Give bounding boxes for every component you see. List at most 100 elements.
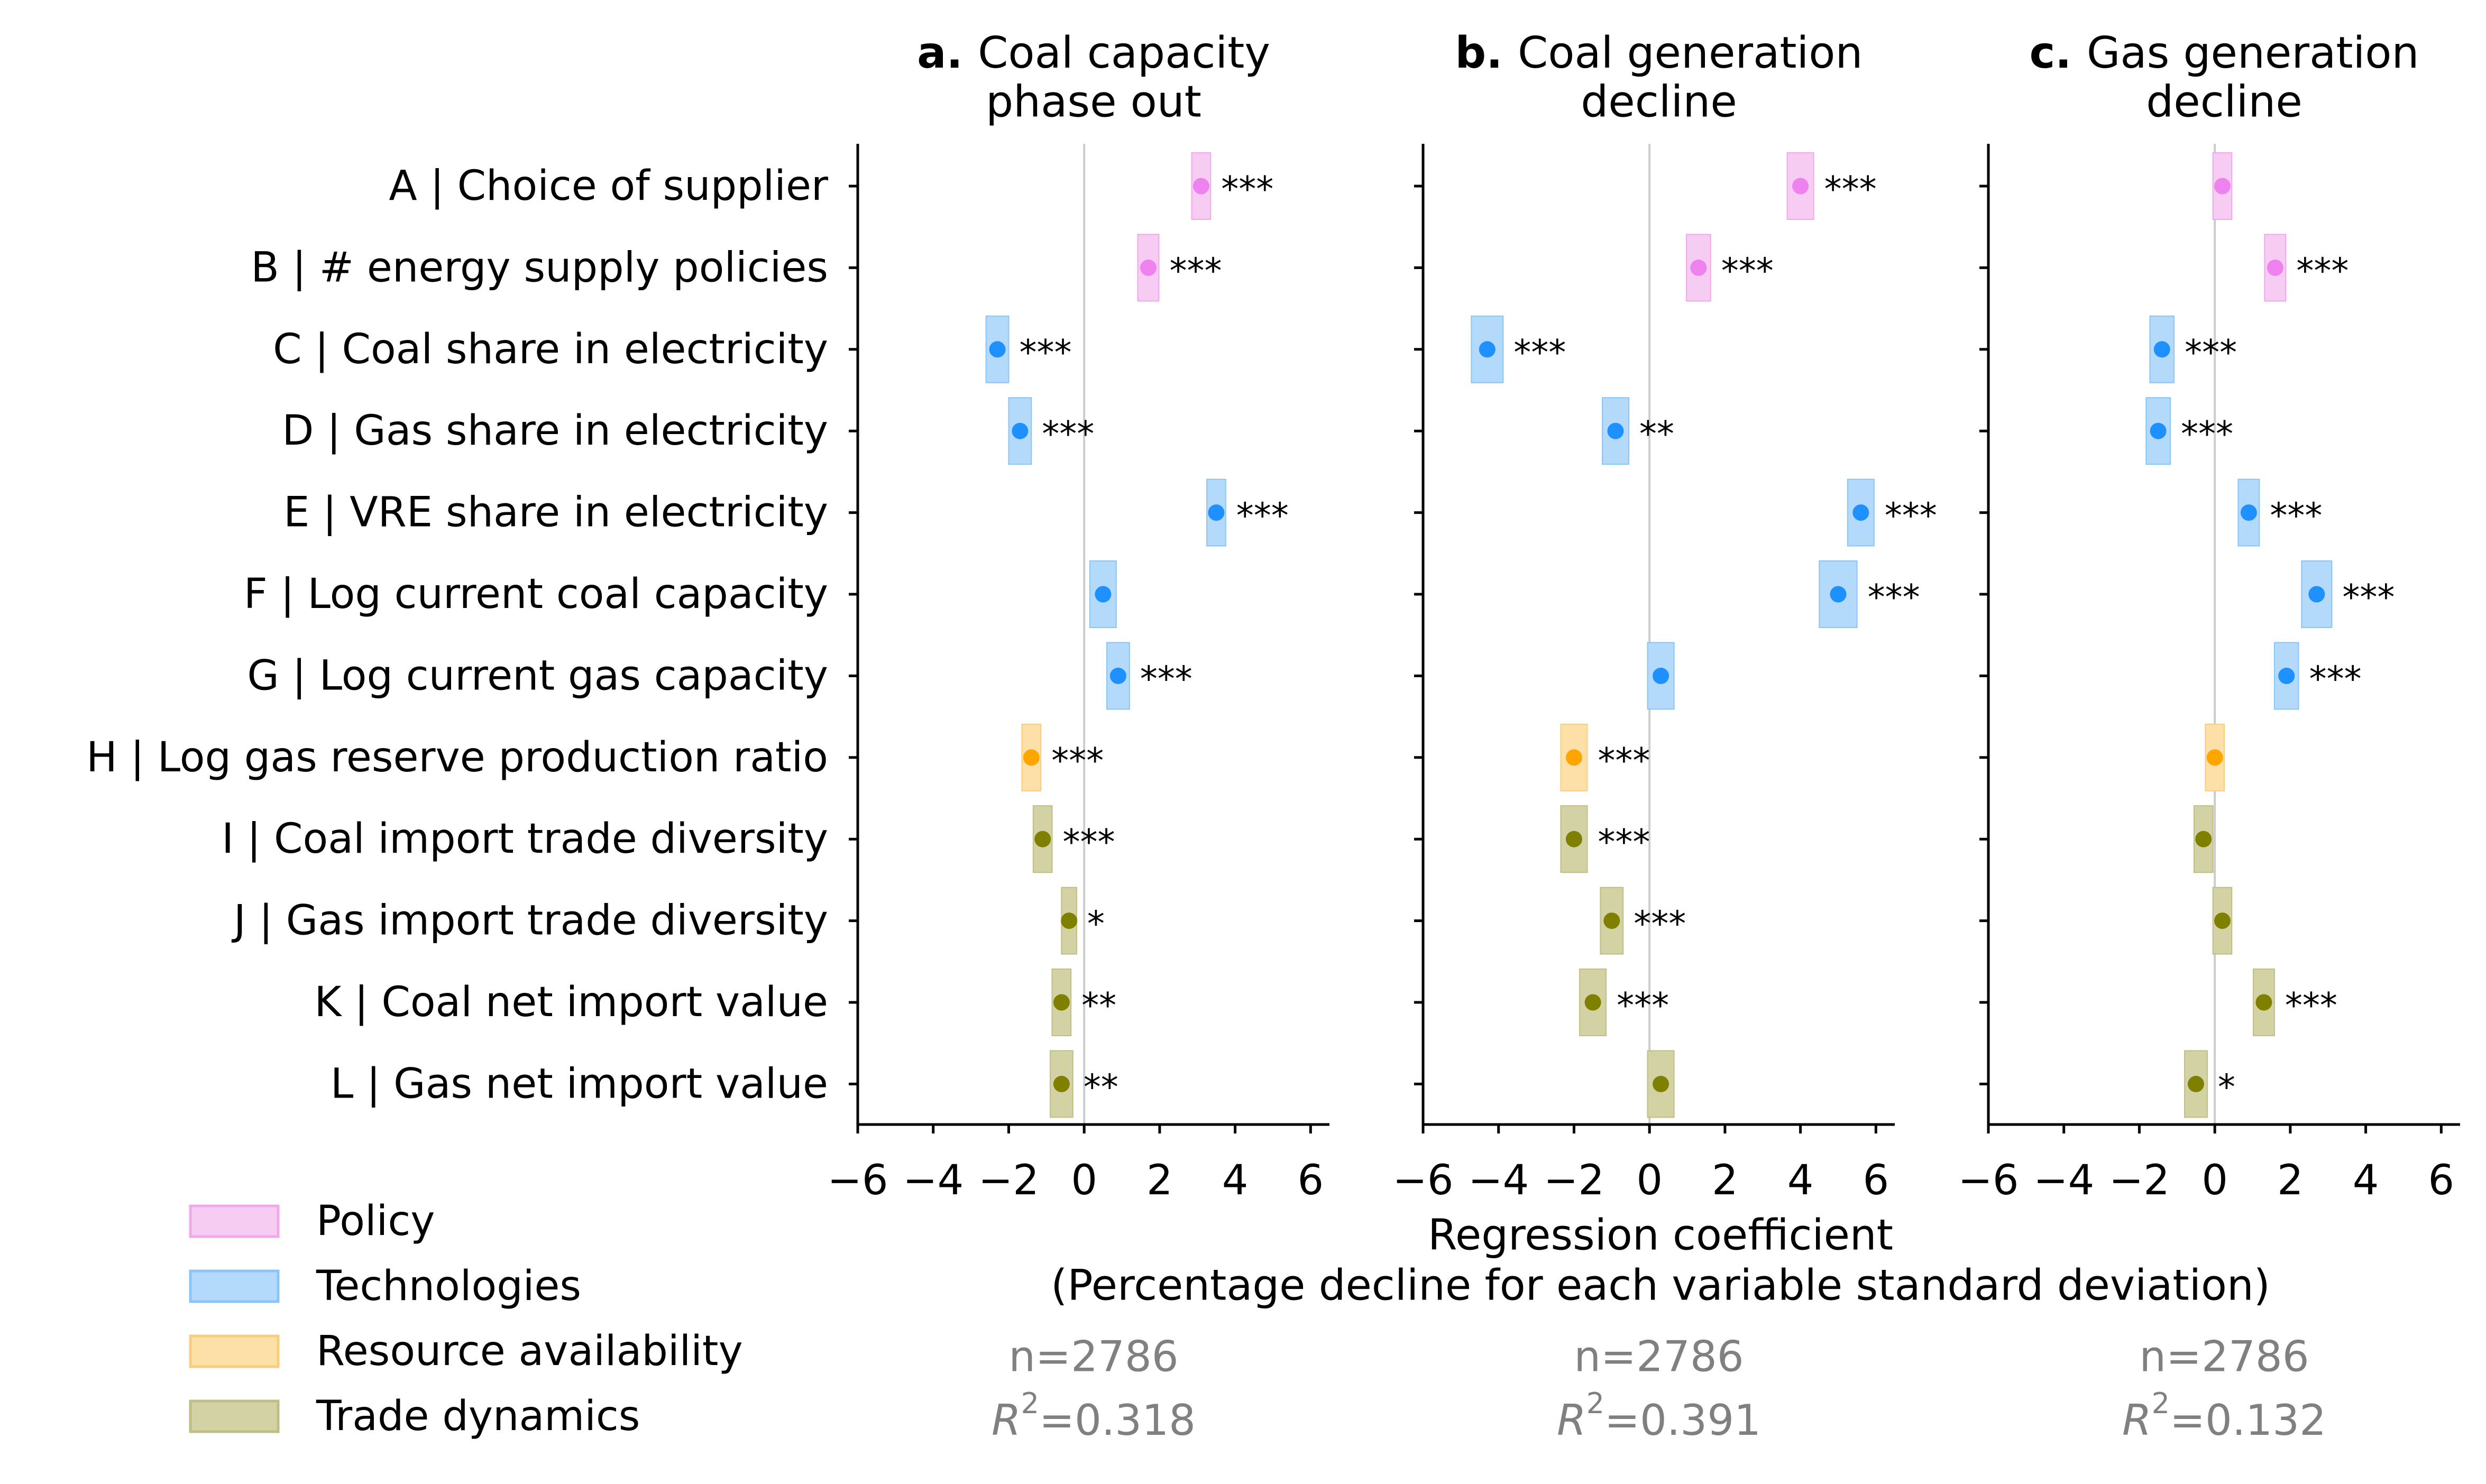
coef-point (2153, 341, 2170, 358)
coef-point (1603, 912, 1620, 929)
significance-stars: *** (2342, 577, 2395, 618)
x-axis-label: Regression coefficient (1428, 1211, 1893, 1260)
coef-point (1565, 749, 1582, 766)
coef-point (1852, 504, 1869, 521)
x-tick-label: −6 (1393, 1157, 1454, 1204)
coef-point (2214, 912, 2231, 929)
x-tick-label: −6 (1958, 1157, 2019, 1204)
significance-stars: * (2218, 1067, 2235, 1108)
r-symbol: R (2122, 1396, 2152, 1445)
legend-swatch (189, 1269, 280, 1303)
coef-point (2214, 178, 2231, 195)
significance-stars: *** (1617, 985, 1669, 1026)
significance-stars: ** (1084, 1067, 1118, 1108)
panel-title-line2: decline (2146, 77, 2302, 127)
coef-point (2308, 586, 2325, 603)
ci-box (1579, 969, 1607, 1036)
significance-stars: *** (1236, 495, 1289, 536)
x-tick-label: −4 (1468, 1157, 1529, 1204)
significance-stars: *** (1063, 822, 1115, 863)
y-tick-label: E | VRE share in electricity (283, 489, 828, 537)
y-tick-label: H | Log gas reserve production ratio (86, 734, 828, 781)
panel-title-line1: Gas generation (2087, 28, 2419, 78)
panel-title: a. Coal capacity (917, 28, 1270, 78)
r-superscript: 2 (2152, 1387, 2170, 1420)
significance-stars: *** (1221, 169, 1273, 210)
significance-stars: *** (1019, 332, 1071, 373)
coef-point (1012, 422, 1029, 439)
y-tick-label: K | Coal net import value (314, 979, 828, 1026)
panel-marks: ***************************** (1471, 152, 1937, 1118)
x-axis-label-line2: (Percentage decline for each variable st… (1051, 1261, 2270, 1310)
x-tick-label: 0 (2201, 1157, 2228, 1204)
significance-stars: *** (1513, 332, 1566, 373)
significance-stars: *** (1051, 740, 1104, 781)
significance-stars: *** (2181, 414, 2233, 455)
significance-stars: *** (2285, 985, 2337, 1026)
sample-size: n=2786 (1008, 1332, 1178, 1381)
significance-stars: *** (1598, 740, 1650, 781)
legend: Policy Technologies Resource availability T… (189, 1197, 743, 1440)
r-symbol: R (1557, 1396, 1586, 1445)
r-value: =0.132 (2170, 1396, 2326, 1445)
r-squared: R2=0.391 (1557, 1387, 1761, 1445)
coef-point (1023, 749, 1040, 766)
coef-point (2206, 749, 2223, 766)
panel-letter: c. (2030, 28, 2087, 78)
y-tick-label: A | Choice of supplier (389, 162, 829, 210)
panel-title-line1: Coal generation (1518, 28, 1863, 78)
legend-label: Technologies (316, 1262, 581, 1310)
coef-point (1208, 504, 1225, 521)
coef-point (1830, 586, 1847, 603)
coef-point (2278, 667, 2295, 684)
significance-stars: ** (1639, 414, 1674, 455)
legend-label: Resource availability (316, 1328, 743, 1375)
panel-letter: a. (917, 28, 978, 78)
coef-point (1792, 178, 1809, 195)
x-tick-label: −2 (2109, 1157, 2170, 1204)
panel-letter: b. (1455, 28, 1518, 78)
legend-swatch (189, 1334, 280, 1368)
coef-point (2267, 259, 2283, 276)
coef-point (1053, 1075, 1070, 1092)
coef-point (1653, 1075, 1669, 1092)
coef-point (2150, 422, 2167, 439)
significance-stars: ** (1081, 985, 1116, 1026)
coef-point (1653, 667, 1669, 684)
coef-point (2195, 831, 2212, 847)
r-value: =0.318 (1039, 1396, 1196, 1445)
coef-point (1607, 422, 1624, 439)
x-tick-label: 4 (2353, 1157, 2379, 1204)
legend-label: Policy (316, 1197, 435, 1245)
coef-point (1061, 912, 1078, 929)
coef-point (1140, 259, 1157, 276)
legend-label: Trade dynamics (316, 1393, 640, 1440)
y-tick-label: J | Gas import trade diversity (231, 897, 828, 945)
sample-size: n=2786 (2139, 1332, 2309, 1381)
x-tick-label: 0 (1636, 1157, 1663, 1204)
significance-stars: *** (2296, 251, 2349, 291)
x-tick-label: 4 (1787, 1157, 1814, 1204)
significance-stars: *** (1598, 822, 1650, 863)
significance-stars: *** (1042, 414, 1094, 455)
panel-title: c. Gas generation (2030, 28, 2419, 78)
r-superscript: 2 (1586, 1387, 1604, 1420)
panel-marks: ********************** (2145, 152, 2395, 1118)
significance-stars: *** (2309, 659, 2362, 699)
r-symbol: R (992, 1396, 1021, 1445)
x-tick-label: 2 (2277, 1157, 2304, 1204)
coef-point (1690, 259, 1707, 276)
coef-point (1034, 831, 1051, 847)
y-tick-label: G | Log current gas capacity (247, 652, 828, 699)
y-tick-label: D | Gas share in electricity (282, 407, 828, 455)
y-tick-label: B | # energy supply policies (251, 244, 828, 291)
r-squared: R2=0.132 (2122, 1387, 2326, 1445)
significance-stars: *** (1868, 577, 1920, 618)
y-tick-label: I | Coal import trade diversity (222, 815, 828, 863)
significance-stars: *** (2270, 495, 2322, 536)
panel-title-line2: phase out (986, 77, 1201, 127)
significance-stars: *** (1140, 659, 1192, 699)
